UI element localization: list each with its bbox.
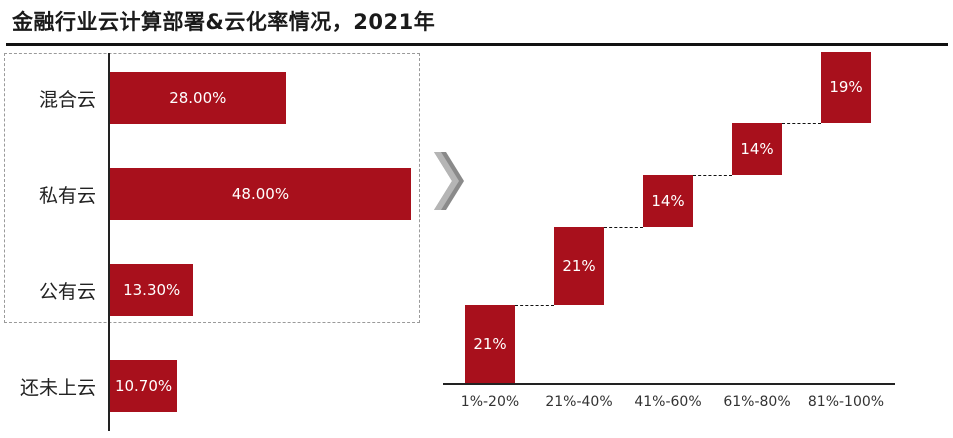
- category-label: 混合云: [38, 89, 96, 111]
- waterfall-x-axis: [443, 383, 895, 385]
- category-label: 私有云: [38, 185, 96, 207]
- waterfall-category-label: 61%-80%: [723, 394, 791, 410]
- waterfall-value-label: 14%: [651, 191, 685, 210]
- waterfall-category-label: 81%-100%: [807, 394, 885, 410]
- waterfall-category-label: 21%-40%: [545, 394, 613, 410]
- waterfall-bar-4: 19%: [821, 52, 871, 123]
- waterfall-bar-3: 14%: [732, 122, 782, 175]
- left-chart-axis: [108, 53, 110, 431]
- bar-value-label: 48.00%: [231, 185, 290, 203]
- waterfall-value-label: 19%: [829, 78, 863, 97]
- waterfall-category-label: 1%-20%: [460, 394, 520, 410]
- waterfall-value-label: 14%: [740, 139, 774, 158]
- waterfall-category-label: 41%-60%: [634, 394, 702, 410]
- bar-1: 48.00%: [110, 168, 411, 220]
- waterfall-bar-2: 14%: [643, 174, 693, 227]
- waterfall-value-label: 21%: [473, 334, 507, 353]
- chevron-right-icon: [434, 152, 464, 210]
- category-label: 公有云: [38, 281, 96, 303]
- bar-value-label: 10.70%: [114, 377, 173, 395]
- bar-3: 10.70%: [110, 360, 178, 412]
- title-underline: [6, 43, 948, 46]
- waterfall-value-label: 21%: [562, 256, 596, 275]
- bar-2: 13.30%: [110, 264, 194, 316]
- category-label: 还未上云: [19, 377, 96, 399]
- chart-title: 金融行业云计算部署&云化率情况，2021年: [12, 10, 436, 34]
- waterfall-connector: [515, 304, 554, 306]
- bar-value-label: 28.00%: [169, 89, 227, 107]
- cloud-group-highlight-box: [4, 53, 420, 323]
- waterfall-connector: [782, 122, 821, 124]
- bar-value-label: 13.30%: [123, 281, 181, 299]
- waterfall-connector: [693, 174, 732, 176]
- waterfall-bar-1: 21%: [554, 226, 604, 305]
- waterfall-connector: [604, 226, 643, 228]
- bar-0: 28.00%: [110, 72, 286, 124]
- waterfall-bar-0: 21%: [465, 304, 515, 383]
